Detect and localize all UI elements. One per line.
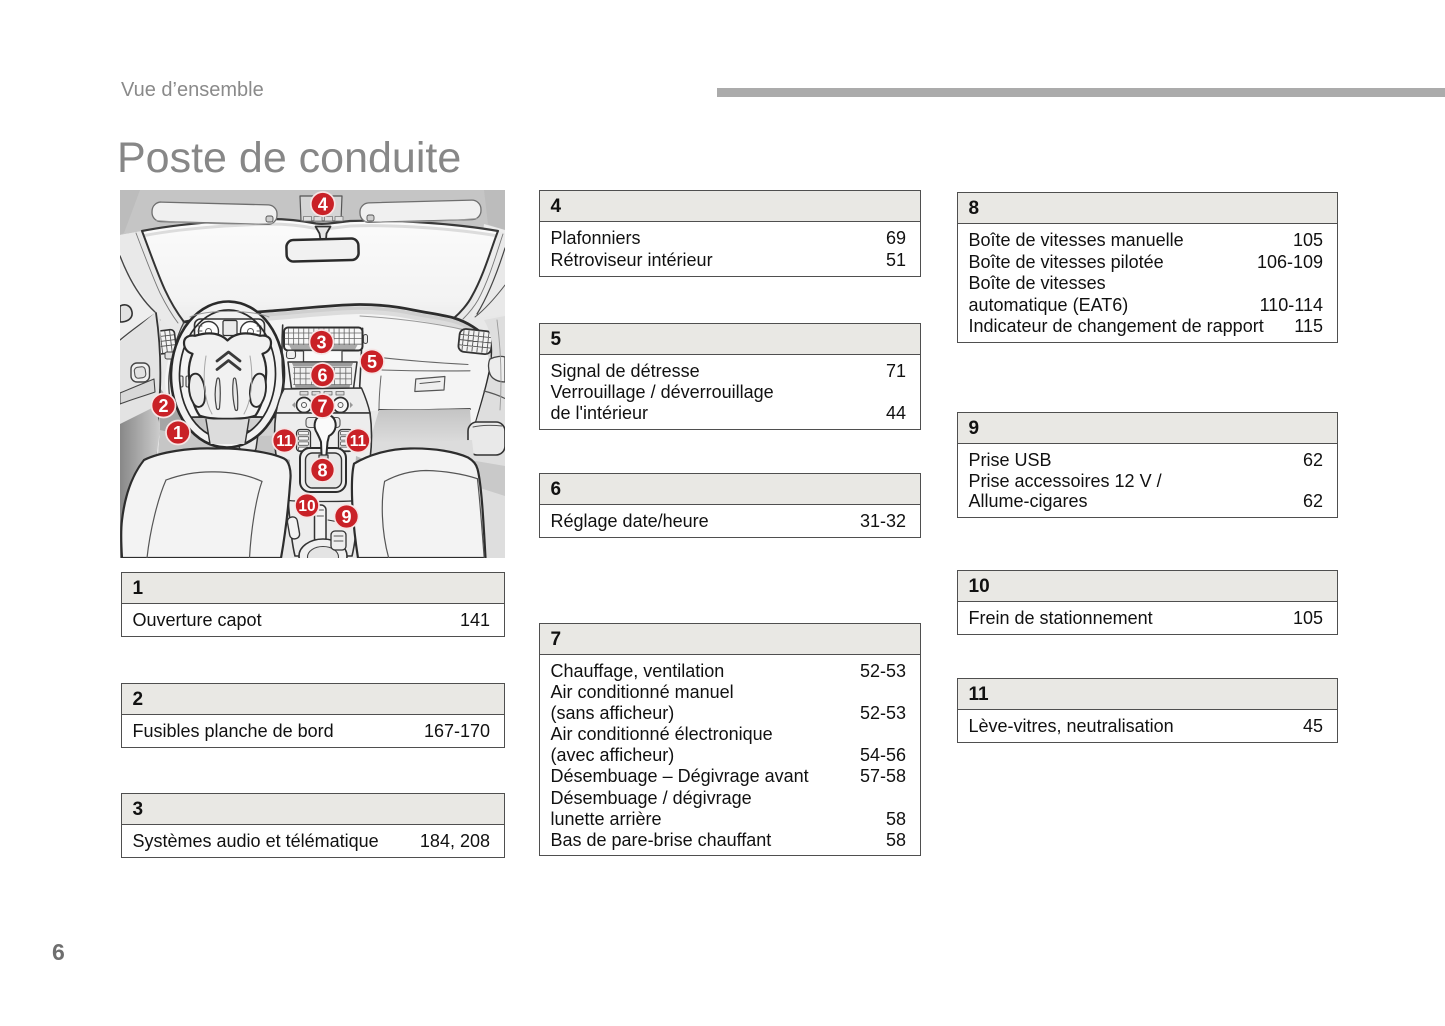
svg-text:4: 4 [318,194,328,214]
svg-text:11: 11 [350,433,367,450]
svg-text:8: 8 [317,460,327,480]
svg-text:6: 6 [317,365,327,385]
svg-text:1: 1 [173,423,183,443]
svg-text:7: 7 [317,396,327,416]
svg-text:11: 11 [276,433,293,450]
svg-text:9: 9 [341,507,351,527]
svg-text:5: 5 [367,352,377,372]
svg-text:10: 10 [298,498,315,515]
svg-text:3: 3 [316,332,326,352]
svg-text:2: 2 [158,396,168,416]
